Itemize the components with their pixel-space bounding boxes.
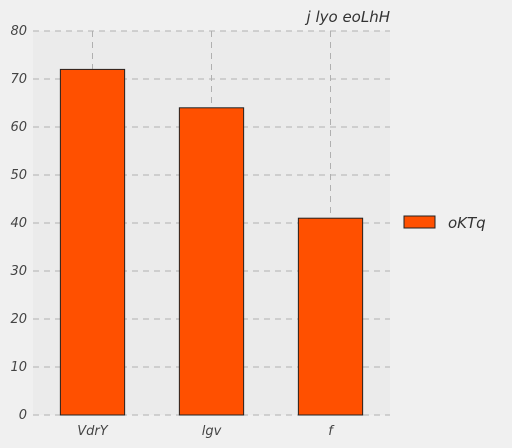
bar-f xyxy=(297,217,364,416)
bars xyxy=(59,68,364,416)
chart-title: j lyo eoLhH xyxy=(305,8,390,26)
y-axis-ticks: 0 10 20 30 40 50 60 70 80 xyxy=(10,24,27,423)
bar-lgv xyxy=(178,107,245,416)
x-tick-label: lgv xyxy=(202,424,222,439)
bar-VdrY xyxy=(59,68,126,416)
y-tick-label: 40 xyxy=(10,216,27,231)
x-tick-label: f xyxy=(328,424,335,439)
y-tick-label: 80 xyxy=(10,24,27,39)
legend-label-oKTq: oKTq xyxy=(448,214,486,232)
y-tick-label: 50 xyxy=(10,168,27,183)
x-tick-label: VdrY xyxy=(77,424,108,439)
y-tick-label: 70 xyxy=(10,72,27,87)
y-tick-label: 10 xyxy=(10,360,27,375)
y-tick-label: 30 xyxy=(10,264,27,279)
legend: oKTq xyxy=(403,214,486,232)
y-tick-label: 60 xyxy=(10,120,27,135)
legend-swatch-oKTq xyxy=(403,215,436,229)
y-tick-label: 20 xyxy=(10,312,27,327)
y-tick-label: 0 xyxy=(19,408,27,423)
x-axis-ticks: VdrY lgv f xyxy=(77,424,335,439)
